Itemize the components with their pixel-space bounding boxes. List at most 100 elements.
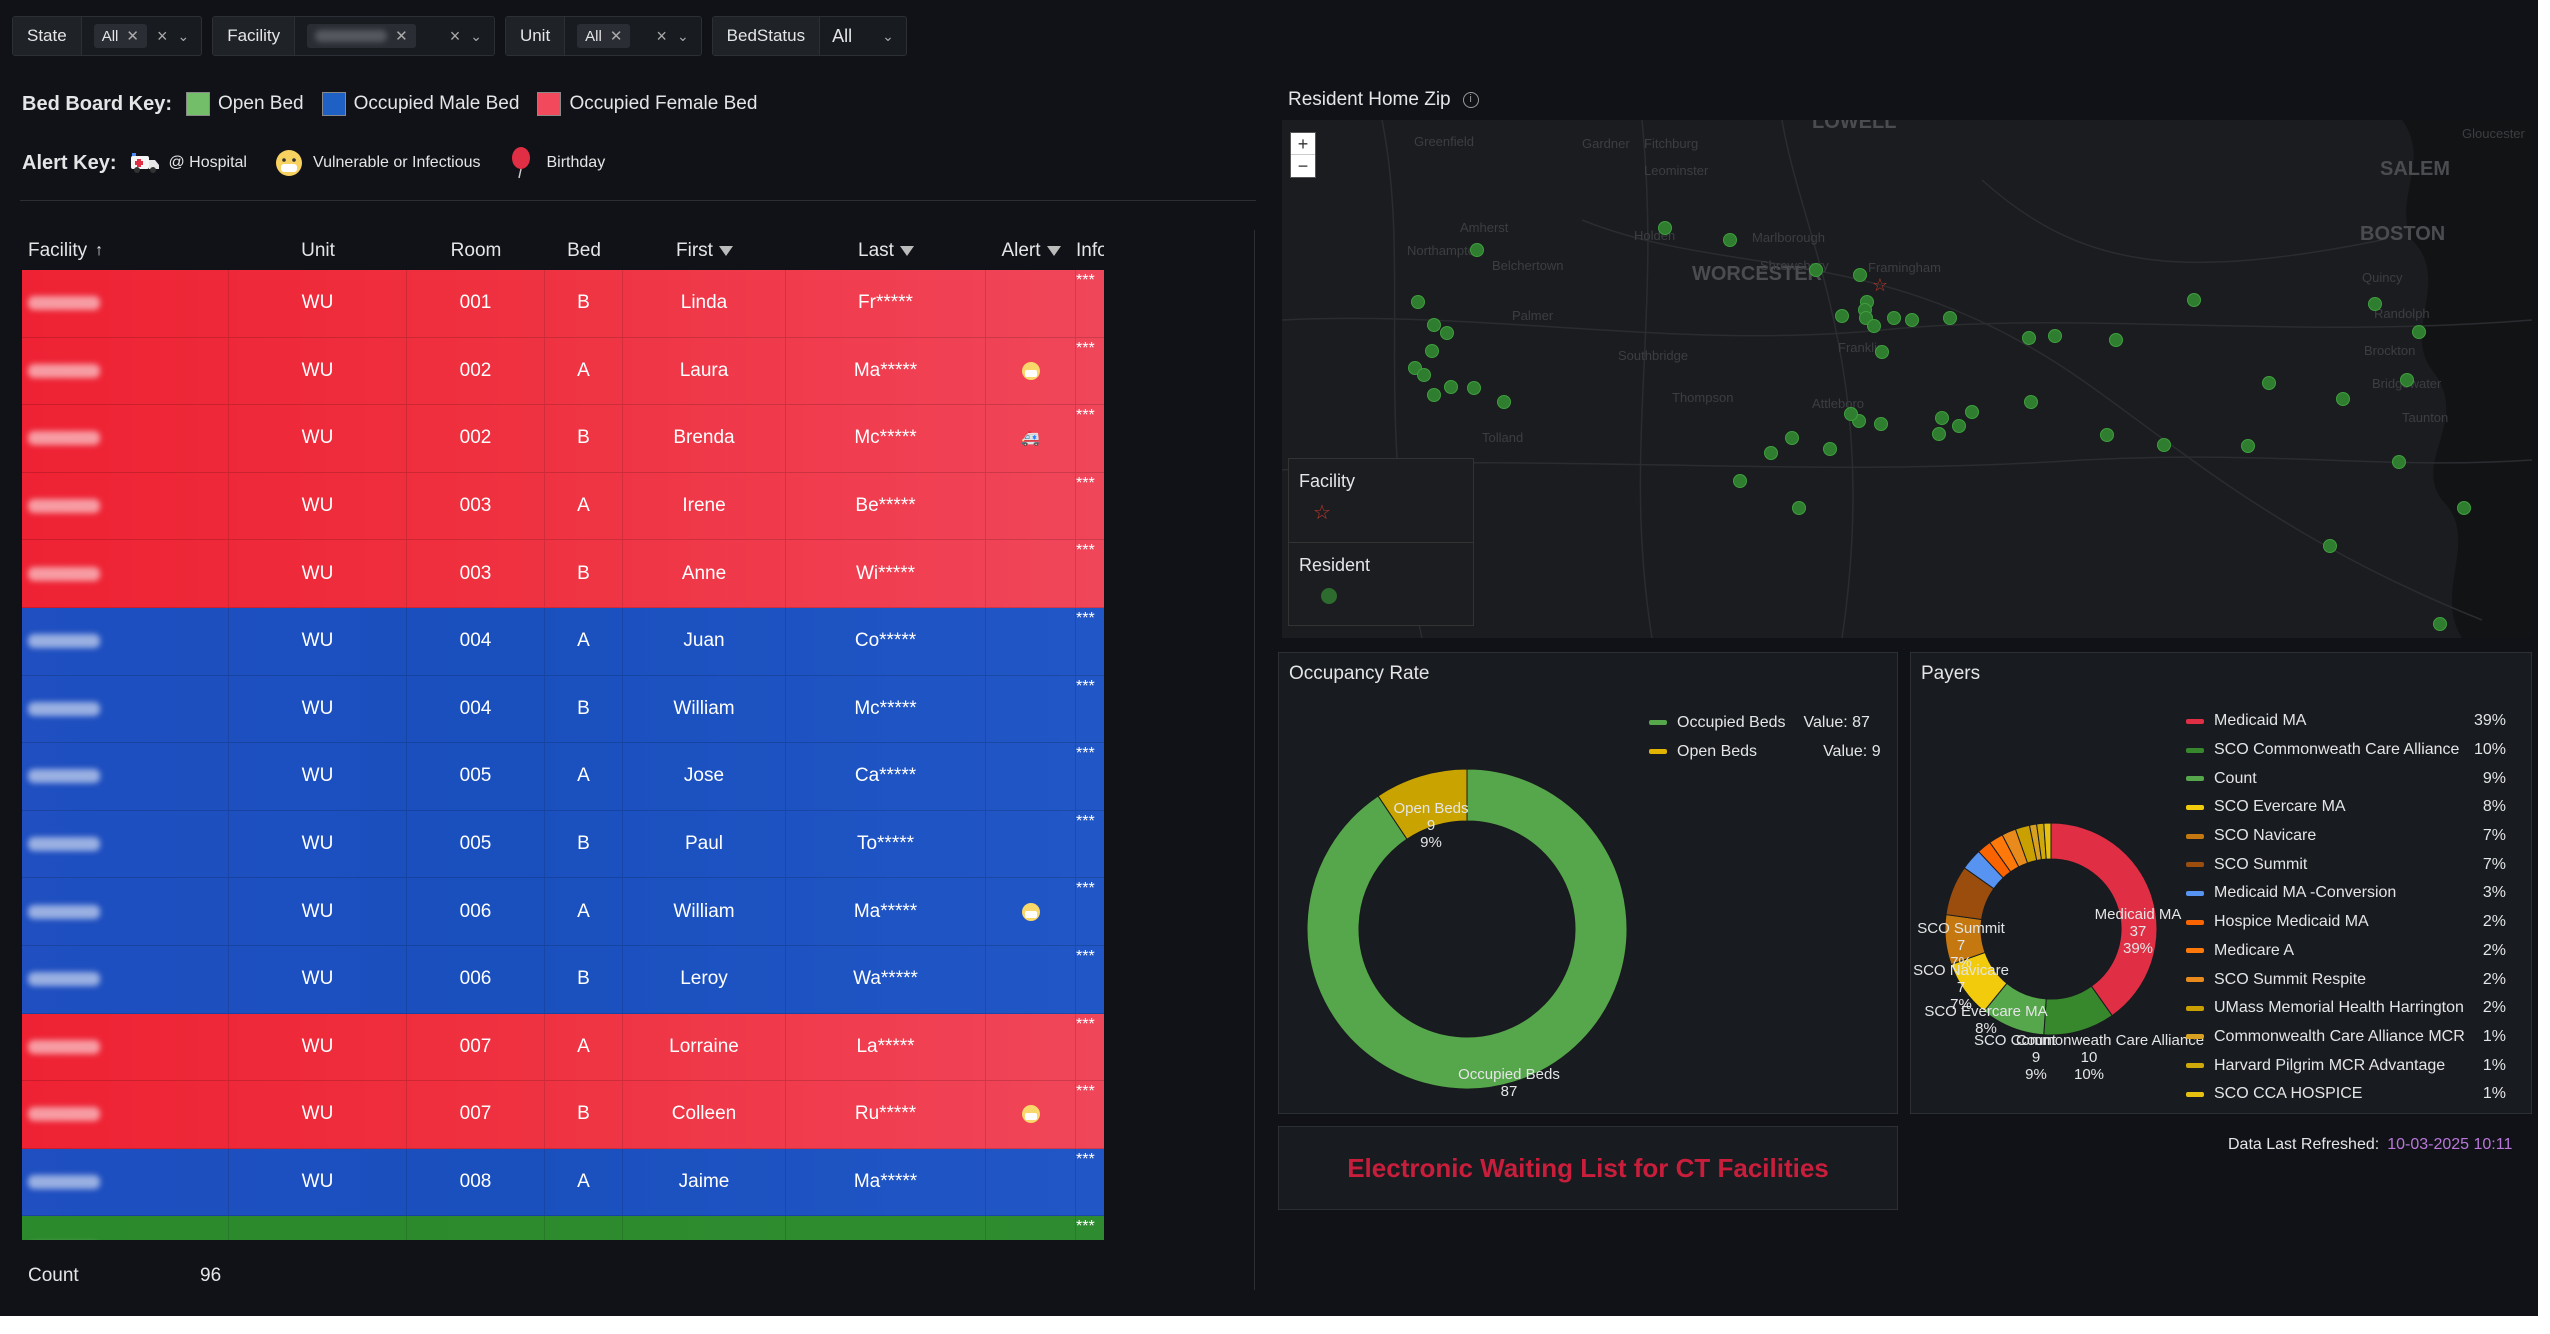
resident-dot[interactable] bbox=[2412, 325, 2426, 339]
bedstatus-filter[interactable]: BedStatus All ⌄ bbox=[711, 16, 907, 56]
payer-legend-item[interactable]: UMass Memorial Health Harrington 2% bbox=[2186, 994, 2506, 1023]
state-filter[interactable]: State All ✕ × ⌄ bbox=[12, 16, 203, 56]
header-facility[interactable]: Facility ↑ bbox=[28, 240, 104, 261]
resident-dot[interactable] bbox=[2262, 376, 2276, 390]
table-row[interactable]: WU 008 A Jaime Ma***** *** bbox=[22, 1148, 1104, 1217]
resident-dot[interactable] bbox=[1844, 407, 1858, 421]
table-row[interactable]: WU 006 B Leroy Wa***** *** bbox=[22, 945, 1104, 1014]
table-row[interactable]: WU 002 A Laura Ma***** *** bbox=[22, 337, 1104, 406]
filter-icon[interactable] bbox=[718, 246, 733, 256]
resident-map[interactable]: LOWELL Gloucester Greenfield Gardner Fitchbu… bbox=[1282, 120, 2532, 638]
resident-dot[interactable] bbox=[1943, 311, 1957, 325]
resident-dot[interactable] bbox=[1867, 319, 1881, 333]
payer-legend-item[interactable]: SCO Summit Respite 2% bbox=[2186, 965, 2506, 994]
legend-open[interactable]: Open Beds Value: 9 bbox=[1649, 737, 1881, 766]
chevron-down-icon[interactable]: ⌄ bbox=[177, 27, 190, 44]
resident-dot[interactable] bbox=[1470, 243, 1484, 257]
unit-chip[interactable]: All ✕ bbox=[577, 24, 631, 48]
resident-dot[interactable] bbox=[1935, 411, 1949, 425]
resident-dot[interactable] bbox=[1497, 395, 1511, 409]
table-row[interactable]: WU 004 A Juan Co***** *** bbox=[22, 607, 1104, 676]
header-unit[interactable]: Unit bbox=[301, 240, 335, 261]
remove-icon[interactable]: ✕ bbox=[609, 28, 623, 45]
chevron-down-icon[interactable]: ⌄ bbox=[676, 27, 689, 44]
filter-icon[interactable] bbox=[899, 246, 914, 256]
resident-dot[interactable] bbox=[2157, 438, 2171, 452]
payer-legend-item[interactable]: Medicare A 2% bbox=[2186, 937, 2506, 966]
payer-legend-item[interactable]: Commonwealth Care Alliance MCR 1% bbox=[2186, 1023, 2506, 1052]
resident-dot[interactable] bbox=[1809, 263, 1823, 277]
sort-ascending-icon[interactable]: ↑ bbox=[95, 242, 104, 259]
remove-icon[interactable]: ✕ bbox=[395, 28, 408, 45]
resident-dot[interactable] bbox=[2392, 455, 2406, 469]
remove-icon[interactable]: ✕ bbox=[126, 28, 139, 45]
ewl-link[interactable]: Electronic Waiting List for CT Facilitie… bbox=[1278, 1126, 1898, 1210]
resident-dot[interactable] bbox=[1658, 221, 1672, 235]
resident-dot[interactable] bbox=[1785, 431, 1799, 445]
payer-legend-item[interactable]: Harvard Pilgrim MCR Advantage 1% bbox=[2186, 1051, 2506, 1080]
payer-legend-item[interactable]: SCO Summit 7% bbox=[2186, 850, 2506, 879]
resident-dot[interactable] bbox=[1952, 419, 1966, 433]
resident-dot[interactable] bbox=[2100, 428, 2114, 442]
table-row[interactable]: WU 007 B Colleen Ru***** *** bbox=[22, 1081, 1104, 1149]
resident-dot[interactable] bbox=[2368, 297, 2382, 311]
resident-dot[interactable] bbox=[1427, 318, 1441, 332]
payer-legend-item[interactable]: SCO Commonweath Care Alliance 10% bbox=[2186, 736, 2506, 765]
resident-dot[interactable] bbox=[1875, 345, 1889, 359]
header-info[interactable]: Info bbox=[1076, 240, 1104, 261]
resident-dot[interactable] bbox=[1427, 388, 1441, 402]
resident-dot[interactable] bbox=[2024, 395, 2038, 409]
zoom-out-button[interactable]: − bbox=[1297, 156, 1309, 176]
table-row[interactable]: WU 003 B Anne Wi***** *** bbox=[22, 540, 1104, 608]
table-row[interactable]: WU 003 A Irene Be***** *** bbox=[22, 472, 1104, 541]
resident-dot[interactable] bbox=[1853, 268, 1867, 282]
payers-donut[interactable]: Medicaid MA 37 39% SCO Summit 7 7%SCO Navicar… bbox=[1911, 683, 2211, 1103]
resident-dot[interactable] bbox=[2400, 373, 2414, 387]
resident-dot[interactable] bbox=[1723, 233, 1737, 247]
payer-legend-item[interactable]: Count 9% bbox=[2186, 764, 2506, 793]
resident-dot[interactable] bbox=[2109, 333, 2123, 347]
facility-chip[interactable]: ✕ bbox=[307, 24, 416, 48]
resident-dot[interactable] bbox=[1417, 368, 1431, 382]
resident-dot[interactable] bbox=[2048, 329, 2062, 343]
table-row[interactable]: WU 005 A Jose Ca***** *** bbox=[22, 743, 1104, 811]
payer-legend-item[interactable]: Medicaid MA -Conversion 3% bbox=[2186, 879, 2506, 908]
resident-dot[interactable] bbox=[1835, 309, 1849, 323]
payer-legend-item[interactable]: SCO Evercare MA 8% bbox=[2186, 793, 2506, 822]
resident-dot[interactable] bbox=[1411, 295, 1425, 309]
header-first[interactable]: First bbox=[623, 232, 786, 270]
chevron-down-icon[interactable]: ⌄ bbox=[882, 27, 894, 44]
state-chip[interactable]: All ✕ bbox=[93, 24, 147, 48]
payer-slice[interactable] bbox=[2043, 822, 2052, 860]
resident-dot[interactable] bbox=[1965, 405, 1979, 419]
header-bed[interactable]: Bed bbox=[567, 240, 601, 261]
resident-dot[interactable] bbox=[2187, 293, 2201, 307]
table-row[interactable]: WU 002 B Brenda Mc***** 🚑 *** bbox=[22, 405, 1104, 473]
resident-dot[interactable] bbox=[1874, 417, 1888, 431]
resident-dot[interactable] bbox=[1823, 442, 1837, 456]
payer-legend-item[interactable]: Medicaid MA 39% bbox=[2186, 707, 2506, 736]
map-canvas[interactable]: LOWELL Gloucester Greenfield Gardner Fitchbu… bbox=[1282, 120, 2532, 638]
resident-dot[interactable] bbox=[1792, 501, 1806, 515]
resident-dot[interactable] bbox=[2241, 439, 2255, 453]
filter-icon[interactable] bbox=[1046, 246, 1061, 256]
resident-dot[interactable] bbox=[2323, 539, 2337, 553]
resident-dot[interactable] bbox=[1425, 344, 1439, 358]
resident-dot[interactable] bbox=[2457, 501, 2471, 515]
clear-icon[interactable]: × bbox=[156, 25, 168, 46]
table-row[interactable]: WU 004 B William Mc***** *** bbox=[22, 675, 1104, 744]
resident-dot[interactable] bbox=[1440, 326, 1454, 340]
resident-dot[interactable] bbox=[2022, 331, 2036, 345]
payer-legend-item[interactable]: SCO Navicare 7% bbox=[2186, 822, 2506, 851]
chevron-down-icon[interactable]: ⌄ bbox=[470, 27, 482, 44]
table-row[interactable]: WU 001 B Linda Fr***** *** bbox=[22, 270, 1104, 338]
table-row[interactable]: WU 006 A William Ma***** *** bbox=[22, 878, 1104, 946]
resident-dot[interactable] bbox=[2433, 617, 2447, 631]
header-alert[interactable]: Alert bbox=[986, 232, 1076, 270]
header-last[interactable]: Last bbox=[786, 232, 986, 270]
payer-legend-item[interactable]: SCO CCA HOSPICE 1% bbox=[2186, 1080, 2506, 1109]
clear-icon[interactable]: × bbox=[449, 25, 461, 46]
zoom-in-button[interactable]: + bbox=[1291, 133, 1315, 155]
legend-occupied[interactable]: Occupied Beds Value: 87 bbox=[1649, 708, 1881, 737]
